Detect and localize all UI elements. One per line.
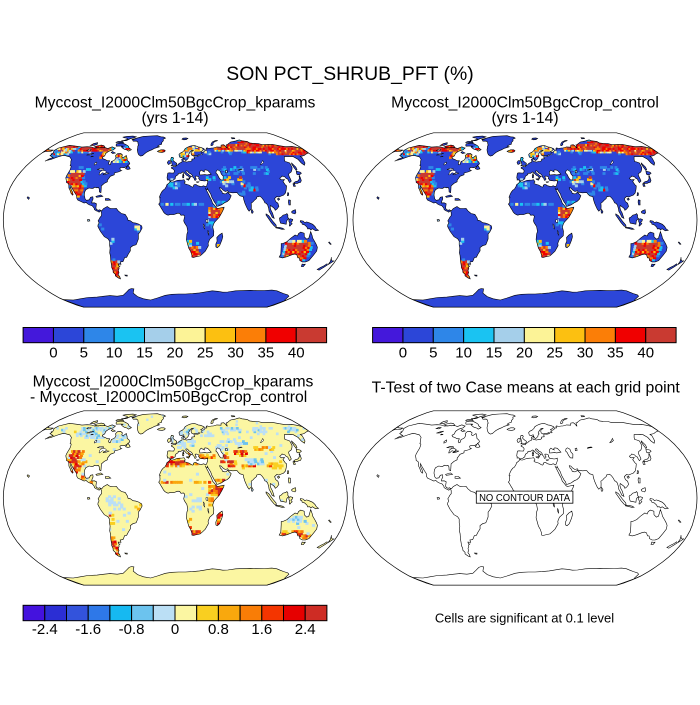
- svg-text:-2.4: -2.4: [32, 621, 58, 638]
- svg-text:15: 15: [486, 345, 503, 362]
- svg-text:5: 5: [429, 345, 437, 362]
- svg-text:10: 10: [106, 345, 123, 362]
- svg-text:SON PCT_SHRUB_PFT (%): SON PCT_SHRUB_PFT (%): [226, 63, 473, 85]
- svg-text:1.6: 1.6: [251, 621, 272, 638]
- svg-text:- Myccost_I2000Clm50BgcCrop_co: - Myccost_I2000Clm50BgcCrop_control: [30, 389, 307, 406]
- svg-text:20: 20: [516, 345, 533, 362]
- svg-text:35: 35: [607, 345, 624, 362]
- svg-text:2.4: 2.4: [295, 621, 316, 638]
- svg-text:0: 0: [399, 345, 407, 362]
- svg-text:25: 25: [546, 345, 563, 362]
- svg-text:0: 0: [49, 345, 57, 362]
- svg-text:30: 30: [227, 345, 244, 362]
- svg-text:30: 30: [577, 345, 594, 362]
- svg-text:25: 25: [197, 345, 214, 362]
- svg-text:(yrs 1-14): (yrs 1-14): [141, 110, 208, 127]
- svg-text:10: 10: [455, 345, 472, 362]
- svg-text:35: 35: [258, 345, 275, 362]
- svg-text:Myccost_I2000Clm50BgcCrop_kpar: Myccost_I2000Clm50BgcCrop_kparams: [33, 374, 314, 391]
- svg-text:40: 40: [637, 345, 654, 362]
- svg-text:40: 40: [288, 345, 305, 362]
- svg-text:20: 20: [167, 345, 184, 362]
- svg-text:15: 15: [136, 345, 153, 362]
- svg-text:0.8: 0.8: [208, 621, 229, 638]
- svg-text:0: 0: [171, 621, 179, 638]
- svg-text:-0.8: -0.8: [119, 621, 145, 638]
- svg-text:5: 5: [80, 345, 88, 362]
- svg-text:Myccost_I2000Clm50BgcCrop_cont: Myccost_I2000Clm50BgcCrop_control: [391, 95, 659, 112]
- svg-text:Myccost_I2000Clm50BgcCrop_kpar: Myccost_I2000Clm50BgcCrop_kparams: [35, 95, 316, 112]
- svg-text:(yrs 1-14): (yrs 1-14): [491, 110, 558, 127]
- svg-text:NO CONTOUR DATA: NO CONTOUR DATA: [479, 493, 570, 504]
- svg-text:T-Test of two Case means at ea: T-Test of two Case means at each grid po…: [372, 379, 681, 396]
- svg-text:-1.6: -1.6: [75, 621, 101, 638]
- svg-text:Cells are significant at 0.1 l: Cells are significant at 0.1 level: [435, 611, 614, 626]
